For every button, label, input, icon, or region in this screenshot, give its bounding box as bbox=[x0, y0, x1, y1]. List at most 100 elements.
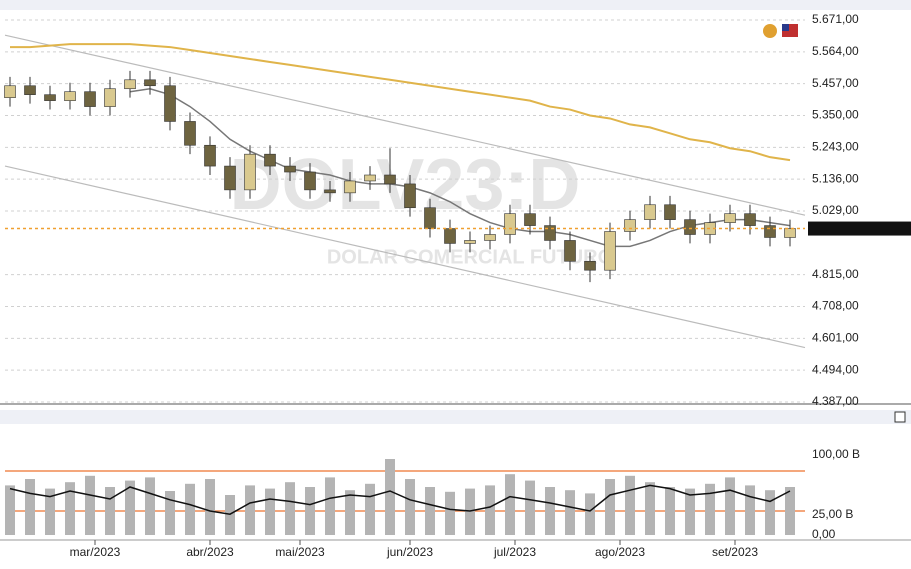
candle-body bbox=[664, 204, 676, 220]
oscillator-line bbox=[9, 484, 791, 515]
candle-body bbox=[324, 189, 336, 194]
x-tick-label: jul/2023 bbox=[493, 545, 536, 559]
volume-bar bbox=[205, 479, 215, 535]
candle-body bbox=[624, 219, 636, 232]
volume-bar bbox=[145, 477, 155, 535]
candle-body bbox=[224, 165, 236, 191]
candle-body bbox=[424, 207, 436, 229]
candle-body bbox=[264, 153, 276, 167]
candle-body bbox=[504, 213, 516, 235]
x-tick-label: mar/2023 bbox=[70, 545, 121, 559]
volume-bar bbox=[245, 485, 255, 535]
volume-bar bbox=[65, 482, 75, 535]
volume-bar bbox=[25, 479, 35, 535]
candle-body bbox=[124, 79, 136, 90]
candle-body bbox=[404, 183, 416, 209]
y-tick-label: 5.243,00 bbox=[812, 140, 859, 154]
candle-body bbox=[304, 171, 316, 191]
x-tick-label: ago/2023 bbox=[595, 545, 645, 559]
y-tick-label: 0,00 bbox=[812, 527, 836, 541]
candle-body bbox=[184, 121, 196, 146]
volume-bar bbox=[785, 487, 795, 535]
candle-body bbox=[604, 231, 616, 271]
x-tick-label: abr/2023 bbox=[186, 545, 234, 559]
volume-bar bbox=[505, 474, 515, 535]
candle-body bbox=[524, 213, 536, 226]
volume-bar bbox=[85, 475, 95, 535]
y-tick-label: 100,00 B bbox=[812, 447, 860, 461]
volume-bar bbox=[445, 491, 455, 535]
volume-bar bbox=[45, 488, 55, 535]
candle-body bbox=[364, 174, 376, 182]
candle-body bbox=[764, 225, 776, 238]
volume-bar bbox=[585, 493, 595, 535]
candle-body bbox=[84, 91, 96, 107]
volume-bar bbox=[385, 459, 395, 535]
volume-bar bbox=[125, 480, 135, 535]
flag-icon-canton bbox=[782, 24, 789, 31]
watermark-subtitle: DOLAR COMERCIAL FUTURO bbox=[327, 246, 613, 268]
candle-body bbox=[164, 85, 176, 122]
candle-body bbox=[144, 79, 156, 87]
x-tick-label: set/2023 bbox=[712, 545, 758, 559]
volume-bar bbox=[165, 491, 175, 535]
y-tick-label: 4.387,00 bbox=[812, 394, 859, 408]
volume-bar bbox=[745, 485, 755, 535]
volume-bar bbox=[605, 479, 615, 535]
volume-bar bbox=[285, 482, 295, 535]
candle-body bbox=[104, 88, 116, 107]
candle-body bbox=[204, 144, 216, 167]
candle-body bbox=[484, 234, 496, 241]
candle-body bbox=[24, 85, 36, 95]
trendline bbox=[4, 34, 806, 216]
volume-bar bbox=[325, 477, 335, 535]
y-tick-label: 4.601,00 bbox=[812, 331, 859, 345]
y-tick-label: 5.671,00 bbox=[812, 12, 859, 26]
y-tick-label: 4.815,00 bbox=[812, 267, 859, 281]
volume-bar bbox=[645, 482, 655, 535]
y-tick-label: 5.564,00 bbox=[812, 44, 859, 58]
panel-header bbox=[0, 410, 911, 424]
volume-bar bbox=[765, 490, 775, 535]
candle-body bbox=[724, 213, 736, 223]
candle-body bbox=[744, 213, 756, 226]
candle-body bbox=[564, 240, 576, 262]
volume-bar bbox=[305, 487, 315, 535]
candle-body bbox=[4, 85, 16, 98]
candle-body bbox=[244, 153, 256, 191]
volume-bar bbox=[705, 483, 715, 535]
candle-body bbox=[344, 180, 356, 194]
volume-bar bbox=[465, 488, 475, 535]
y-tick-label: 5.457,00 bbox=[812, 76, 859, 90]
volume-bar bbox=[565, 490, 575, 535]
x-tick-label: mai/2023 bbox=[275, 545, 325, 559]
x-tick-label: jun/2023 bbox=[386, 545, 433, 559]
panel-button[interactable] bbox=[894, 411, 906, 423]
candle-body bbox=[64, 91, 76, 101]
y-tick-label: 5.136,00 bbox=[812, 171, 859, 185]
y-tick-label: 5.029,00 bbox=[812, 203, 859, 217]
y-tick-label: 5.350,00 bbox=[812, 108, 859, 122]
candle-body bbox=[684, 219, 696, 235]
volume-bar bbox=[345, 490, 355, 535]
volume-bar bbox=[425, 487, 435, 535]
volume-bar bbox=[485, 485, 495, 535]
currency-icon bbox=[763, 24, 777, 38]
candle-body bbox=[644, 204, 656, 220]
candle-body bbox=[284, 165, 296, 173]
candle-body bbox=[784, 228, 796, 238]
candle-body bbox=[544, 225, 556, 241]
candle-body bbox=[384, 174, 396, 185]
trendline bbox=[4, 165, 806, 349]
volume-bar bbox=[525, 480, 535, 535]
volume-bar bbox=[265, 488, 275, 535]
volume-bar bbox=[225, 495, 235, 535]
candle-body bbox=[44, 94, 56, 101]
last-price-marker bbox=[808, 221, 911, 236]
candle-body bbox=[464, 240, 476, 244]
volume-bar bbox=[365, 483, 375, 535]
moving-average bbox=[10, 43, 791, 162]
y-tick-label: 4.494,00 bbox=[812, 362, 859, 376]
